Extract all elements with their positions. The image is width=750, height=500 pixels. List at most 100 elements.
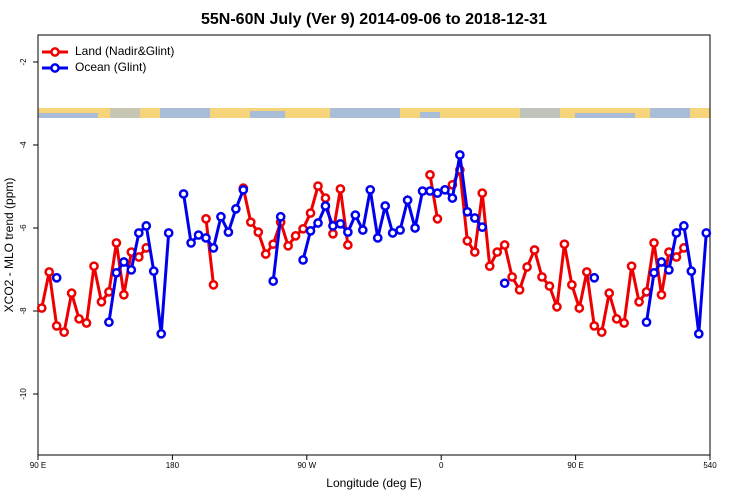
y-tick-label: -8 (19, 307, 28, 315)
data-point (641, 287, 652, 297)
data-point (305, 226, 316, 236)
data-point (148, 266, 159, 276)
data-point (365, 184, 376, 195)
data-point (507, 272, 517, 282)
data-point (604, 288, 615, 298)
data-point (313, 218, 323, 228)
x-tick-label: 90 E (30, 461, 46, 470)
data-point (402, 195, 413, 206)
data-point (469, 213, 480, 223)
data-point (469, 247, 480, 257)
data-point (320, 201, 331, 211)
data-point (671, 252, 682, 262)
data-point (395, 225, 405, 235)
data-point (634, 297, 644, 307)
data-point (141, 221, 152, 231)
data-point (328, 221, 338, 231)
data-point (111, 238, 122, 248)
data-point (701, 228, 712, 238)
land-ocean-strip (38, 108, 710, 118)
data-point (96, 297, 107, 307)
data-point (611, 314, 622, 324)
data-point (679, 221, 689, 231)
data-point (133, 228, 144, 238)
data-point (649, 267, 659, 278)
data-point (133, 252, 144, 262)
data-point (529, 245, 540, 255)
data-point (81, 318, 92, 328)
data-point (119, 289, 129, 300)
x-tick-label: 180 (166, 461, 180, 470)
data-point (298, 255, 308, 265)
data-point (499, 278, 510, 289)
data-point (649, 238, 659, 248)
data-point (51, 321, 62, 331)
data-point (178, 189, 189, 199)
data-point (298, 223, 308, 234)
data-point (656, 257, 667, 267)
data-point (559, 239, 570, 250)
data-point (686, 266, 697, 276)
data-point (335, 218, 346, 229)
data-point (380, 201, 391, 211)
chart-title: 55N-60N July (Ver 9) 2014-09-06 to 2018-… (201, 11, 547, 28)
data-point (231, 204, 241, 214)
data-point (552, 301, 562, 312)
data-point (440, 184, 450, 195)
legend-marker (50, 47, 60, 57)
data-point (245, 217, 256, 228)
data-point (432, 214, 443, 224)
data-point (462, 206, 473, 217)
data-point (477, 188, 488, 198)
data-point (432, 188, 443, 198)
data-point (492, 247, 503, 257)
y-tick-label: -6 (19, 224, 28, 232)
data-point (201, 233, 211, 243)
legend-marker (50, 63, 60, 73)
data-point (574, 303, 585, 313)
data-point (163, 228, 174, 238)
y-tick-label: -4 (19, 141, 28, 149)
data-point (567, 279, 577, 290)
data-point (425, 170, 435, 180)
data-point (305, 208, 316, 218)
data-point (350, 210, 361, 220)
data-point (104, 317, 114, 328)
data-point (290, 231, 301, 241)
data-point (626, 261, 637, 272)
data-point (66, 288, 77, 298)
legend-label: Land (Nadir&Glint) (75, 44, 174, 58)
series-line (40, 164, 686, 335)
data-point (596, 327, 607, 338)
data-point (514, 284, 525, 295)
data-point (126, 265, 137, 275)
data-point (410, 223, 420, 233)
plot-frame (37, 34, 711, 456)
data-point (208, 279, 219, 290)
data-point (216, 211, 226, 222)
data-point (104, 287, 114, 297)
data-point (89, 261, 99, 272)
data-point (313, 181, 323, 191)
y-tick-label: -2 (19, 58, 28, 66)
data-point (51, 272, 62, 283)
data-point (328, 228, 338, 239)
data-point (671, 228, 682, 238)
data-point (343, 227, 353, 237)
data-point (619, 318, 629, 328)
x-tick-label: 0 (439, 461, 444, 470)
data-point (208, 243, 219, 253)
x-tick-label: 540 (703, 461, 717, 470)
data-point (238, 184, 249, 195)
y-axis-label: XCO2 - MLO trend (ppm) (2, 178, 16, 313)
data-point (44, 267, 55, 277)
data-point (119, 257, 129, 267)
data-point (260, 249, 271, 259)
data-point (484, 261, 495, 272)
data-point (417, 186, 428, 196)
data-point (283, 240, 293, 251)
data-point (693, 328, 704, 339)
data-point (74, 314, 84, 324)
y-tick-label: -10 (19, 388, 28, 400)
